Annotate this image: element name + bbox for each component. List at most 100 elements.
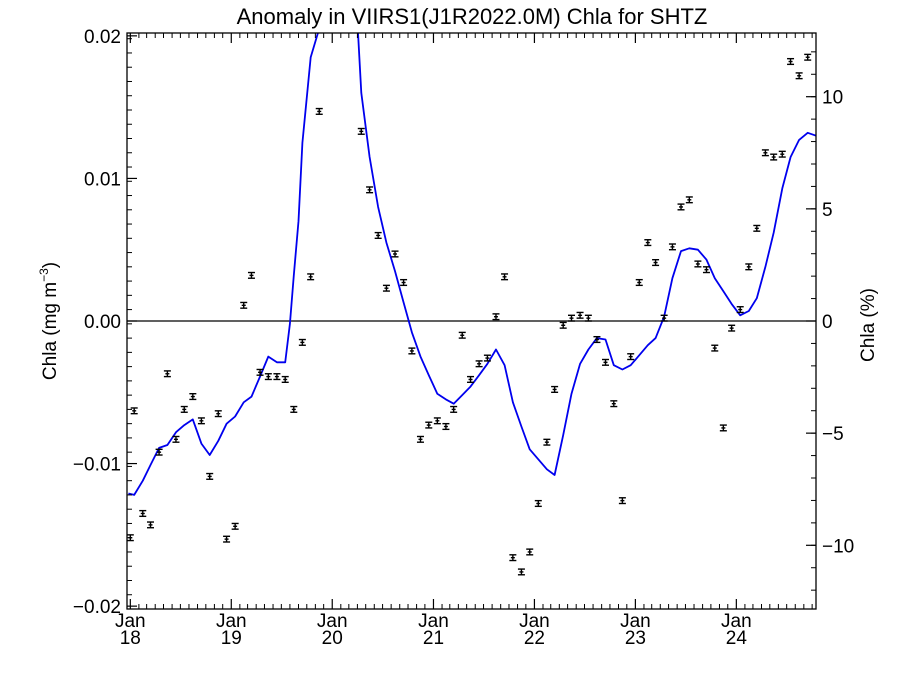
data-point [753,224,761,232]
x-tick-label-month: Jan [418,611,449,632]
axis-ticks [127,33,816,610]
data-points [127,53,812,576]
data-point [139,509,147,518]
data-point [281,375,289,384]
data-point [450,405,458,413]
data-point [130,407,138,415]
data-point [408,347,416,355]
data-point [509,554,517,562]
x-tick-label-year: 20 [322,628,343,649]
data-point [247,271,255,279]
data-point [694,260,702,268]
data-point [189,393,197,401]
data-point [551,385,559,393]
data-point [433,417,441,425]
y-axis-left-unit-close: ) [40,262,61,268]
data-point [618,497,626,505]
y-axis-left-title: Chla (mg m−3) [37,262,61,380]
data-point [467,375,475,384]
data-point [172,435,180,443]
data-point [240,301,248,309]
data-point [702,266,710,274]
data-point [728,324,736,332]
data-point [576,311,584,319]
y-left-tick-label: −0.02 [73,597,121,618]
data-point [635,278,643,287]
x-tick-label-month: Jan [519,611,550,632]
data-point [416,435,424,443]
data-point [593,335,601,344]
data-point [534,499,542,508]
data-point [475,360,483,368]
data-point [543,438,551,446]
data-point [425,421,433,429]
x-tick-label-month: Jan [317,611,348,632]
data-point [214,410,222,418]
x-tick-label-month: Jan [620,611,651,632]
data-point [610,400,618,408]
data-point [298,338,306,346]
data-point [761,149,769,157]
data-point [206,472,214,480]
x-tick-label-year: 23 [625,628,646,649]
y-right-tick-label: 0 [822,312,833,333]
y-right-tick-label: 5 [822,200,833,221]
data-point [374,231,382,240]
series-line [128,33,816,496]
data-point [147,521,155,529]
plot-area [127,33,816,576]
data-point [264,373,272,381]
data-point [644,239,652,247]
data-point [223,535,231,543]
data-point [307,273,315,281]
data-point [492,313,500,321]
data-point [660,314,668,322]
data-point [501,273,509,281]
data-point [163,370,171,378]
data-point [382,284,390,292]
data-point [458,331,466,339]
data-point [652,258,660,267]
data-point [745,263,753,271]
data-point [231,522,239,530]
data-point [315,107,323,115]
data-point [685,196,693,204]
tick-labels: −0.02−0.010.000.010.02−10−50510Jan18Jan1… [73,27,854,649]
y-left-tick-label: −0.01 [73,455,121,476]
data-point [584,314,592,322]
data-point [559,321,567,329]
x-tick-label-year: 18 [120,628,141,649]
x-tick-label-year: 19 [221,628,242,649]
data-point [357,127,365,135]
data-point [795,72,803,80]
y-axis-left-unit-superscript: −3 [37,268,51,282]
data-point [442,422,450,431]
y-left-tick-label: 0.02 [84,27,121,48]
chart-title: Anomaly in VIIRS1(J1R2022.0M) Chla for S… [237,4,708,29]
data-point [256,368,264,376]
data-point [787,57,795,66]
y-axis-right-title: Chla (%) [858,288,879,362]
data-point [366,186,374,194]
x-tick-label-month: Jan [115,611,146,632]
data-point [677,203,685,211]
x-tick-label-year: 22 [524,628,545,649]
data-point [526,548,534,556]
data-point [627,353,635,361]
data-point [736,306,744,314]
data-point [804,53,812,61]
y-right-tick-label: −10 [822,536,854,557]
data-point [719,424,727,432]
data-point [711,344,719,352]
x-tick-label-year: 21 [423,628,444,649]
data-point [517,568,525,576]
data-point [778,150,786,158]
data-point [197,417,205,425]
data-point [770,153,778,161]
x-tick-label-month: Jan [721,611,752,632]
data-point [567,314,575,322]
x-tick-label-year: 24 [726,628,748,649]
data-point [273,373,281,381]
y-left-tick-label: 0.01 [84,169,121,190]
